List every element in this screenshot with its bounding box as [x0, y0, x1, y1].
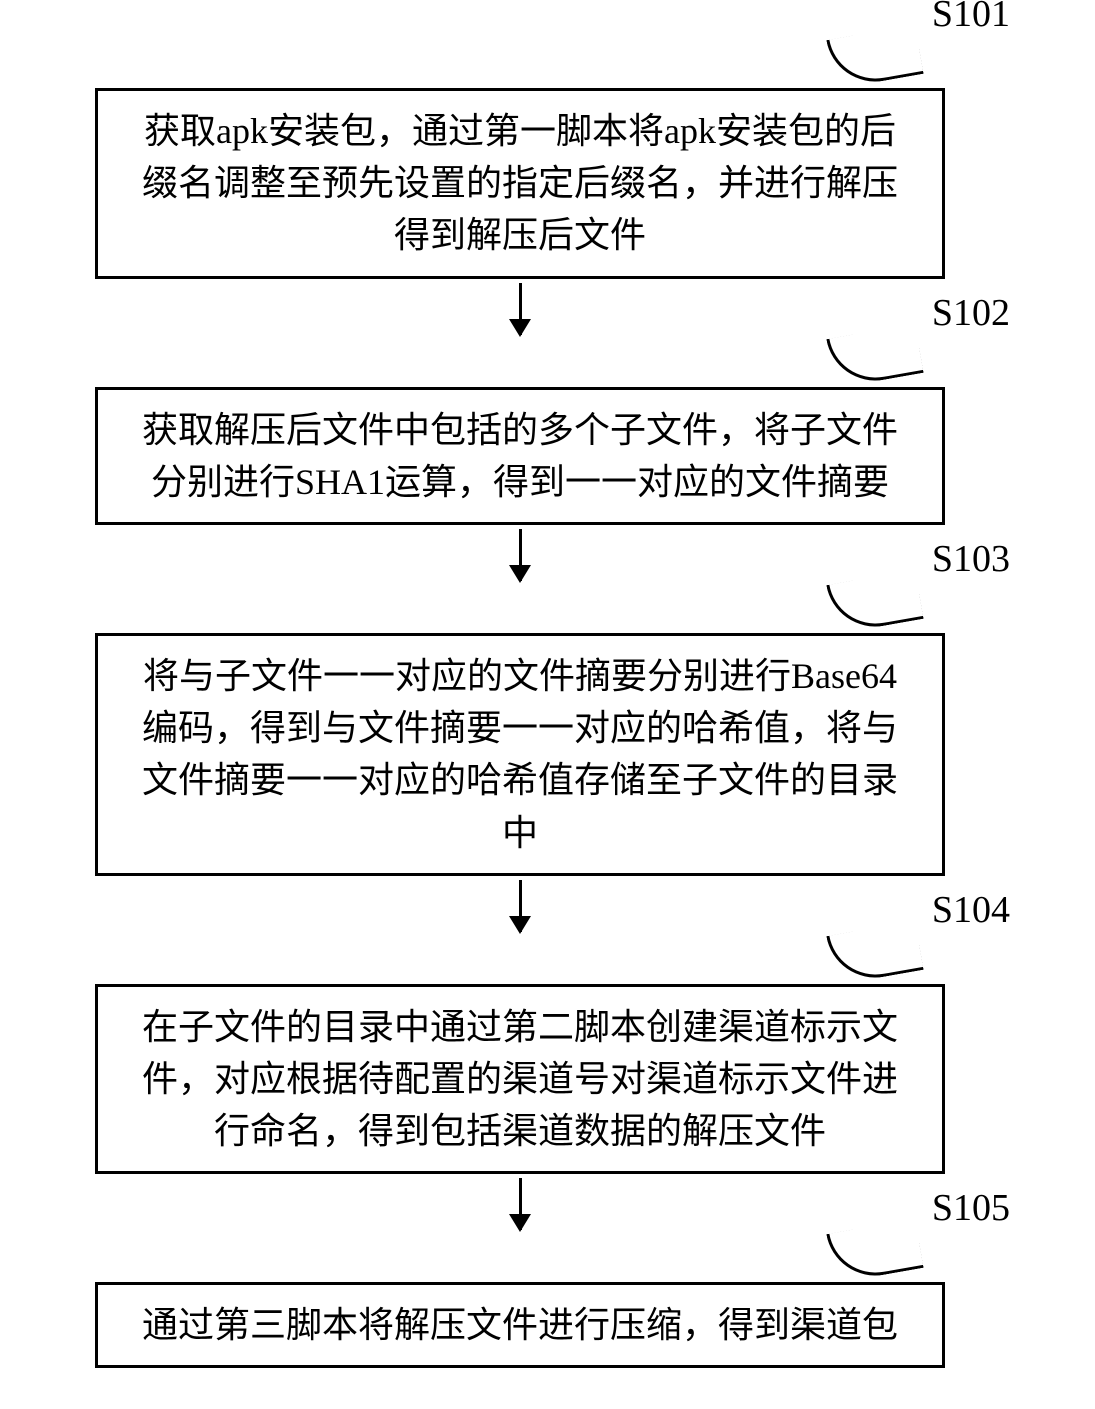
- arrow-down-icon: [519, 1178, 522, 1230]
- label-connector-curve: [826, 323, 923, 388]
- step-wrap-s105: S105 通过第三脚本将解压文件进行压缩，得到渠道包: [70, 1234, 970, 1368]
- step-box-s105: 通过第三脚本将解压文件进行压缩，得到渠道包: [95, 1282, 945, 1368]
- step-wrap-s104: S104 在子文件的目录中通过第二脚本创建渠道标示文件，对应根据待配置的渠道号对…: [70, 936, 970, 1175]
- step-box-s102: 获取解压后文件中包括的多个子文件，将子文件分别进行SHA1运算，得到一一对应的文…: [95, 387, 945, 525]
- arrow-down-icon: [519, 529, 522, 581]
- step-wrap-s101: S101 获取apk安装包，通过第一脚本将apk安装包的后缀名调整至预先设置的指…: [70, 40, 970, 279]
- step-label: S104: [932, 888, 1010, 932]
- step-box-s103: 将与子文件一一对应的文件摘要分别进行Base64编码，得到与文件摘要一一对应的哈…: [95, 633, 945, 876]
- label-connector-curve: [826, 570, 923, 635]
- step-label: S102: [932, 291, 1010, 335]
- arrow-down-icon: [519, 283, 522, 335]
- step-label: S105: [932, 1186, 1010, 1230]
- label-connector-curve: [826, 25, 923, 90]
- step-box-s104: 在子文件的目录中通过第二脚本创建渠道标示文件，对应根据待配置的渠道号对渠道标示文…: [95, 984, 945, 1175]
- step-wrap-s102: S102 获取解压后文件中包括的多个子文件，将子文件分别进行SHA1运算，得到一…: [70, 339, 970, 525]
- label-connector-curve: [826, 920, 923, 985]
- step-wrap-s103: S103 将与子文件一一对应的文件摘要分别进行Base64编码，得到与文件摘要一…: [70, 585, 970, 876]
- step-label: S101: [932, 0, 1010, 36]
- step-label: S103: [932, 537, 1010, 581]
- arrow-down-icon: [519, 880, 522, 932]
- step-box-s101: 获取apk安装包，通过第一脚本将apk安装包的后缀名调整至预先设置的指定后缀名，…: [95, 88, 945, 279]
- label-connector-curve: [826, 1219, 923, 1284]
- flowchart-container: S101 获取apk安装包，通过第一脚本将apk安装包的后缀名调整至预先设置的指…: [70, 40, 970, 1368]
